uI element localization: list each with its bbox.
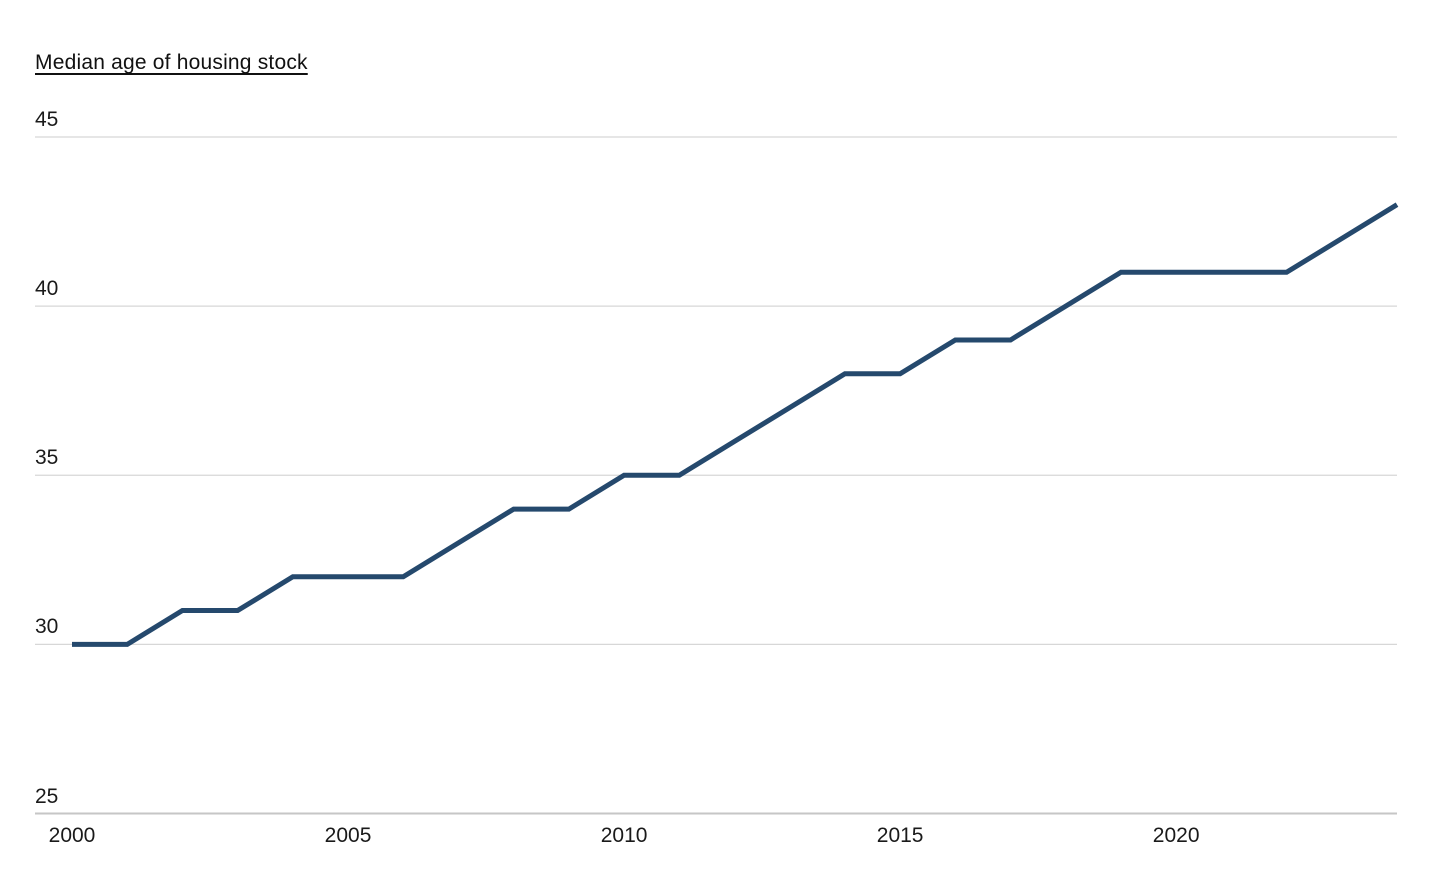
y-tick-label-40: 40 — [35, 277, 59, 301]
y-tick-label-45: 45 — [35, 108, 59, 131]
gridlines — [35, 136, 1397, 815]
x-tick-label-2000: 2000 — [48, 824, 96, 847]
x-tick-label-2015: 2015 — [876, 824, 924, 847]
x-tick-label-2010: 2010 — [600, 824, 648, 847]
y-tick-label-35: 35 — [35, 446, 59, 470]
median-age-line — [72, 202, 1399, 647]
chart-title-link[interactable]: Median age of housing stock — [35, 51, 308, 74]
x-tick-label-2020: 2020 — [1152, 824, 1200, 847]
y-tick-label-25: 25 — [35, 784, 59, 808]
x-tick-label-2005: 2005 — [324, 824, 372, 847]
y-tick-label-30: 30 — [35, 615, 59, 639]
